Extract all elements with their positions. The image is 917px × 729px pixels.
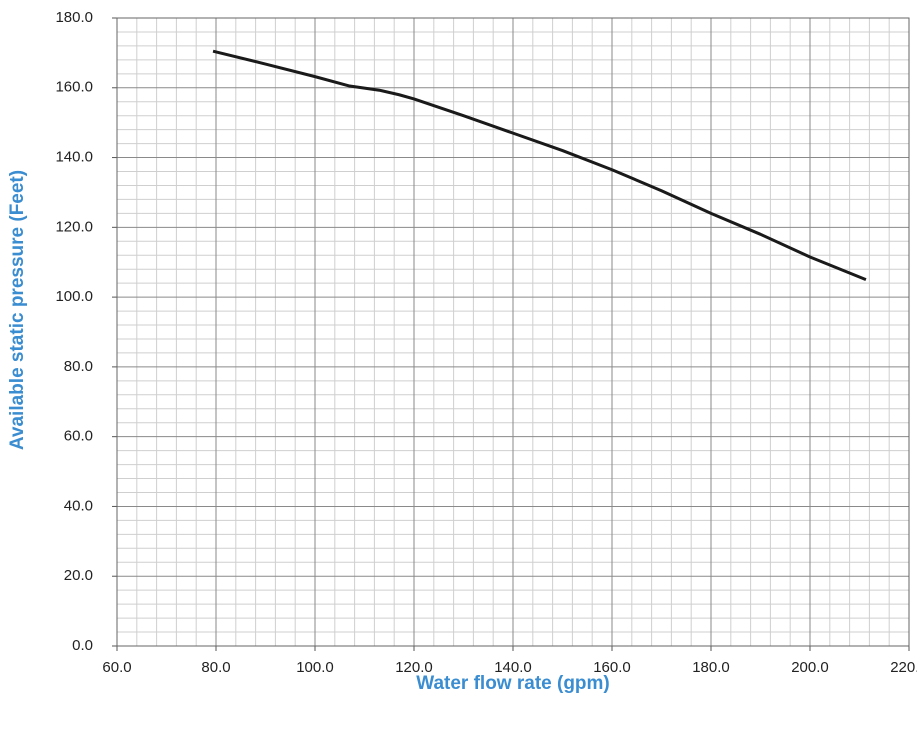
- x-axis-title: Water flow rate (gpm): [416, 673, 610, 694]
- x-tick-label: 160.0: [593, 659, 631, 676]
- y-tick-label: 20.0: [64, 567, 93, 584]
- y-tick-label: 0.0: [72, 637, 93, 654]
- x-tick-label: 60.0: [102, 659, 131, 676]
- x-tick-label: 140.0: [494, 659, 532, 676]
- y-tick-label: 120.0: [55, 218, 93, 235]
- y-tick-label: 60.0: [64, 428, 93, 445]
- x-tick-label: 80.0: [201, 659, 230, 676]
- y-tick-label: 40.0: [64, 497, 93, 514]
- x-tick-label: 120.0: [395, 659, 433, 676]
- y-tick-label: 80.0: [64, 358, 93, 375]
- x-tick-label: 100.0: [296, 659, 334, 676]
- y-tick-label: 140.0: [55, 149, 93, 166]
- x-tick-label: 180.0: [692, 659, 730, 676]
- y-axis-title: Available static pressure (Feet): [7, 170, 28, 450]
- x-tick-label: 200.0: [791, 659, 829, 676]
- plot-frame: [116, 17, 910, 647]
- x-tick-label: 220.0: [890, 659, 917, 676]
- y-tick-label: 180.0: [55, 9, 93, 26]
- data-line: [212, 49, 867, 282]
- y-tick-label: 100.0: [55, 288, 93, 305]
- y-tick-label: 160.0: [55, 79, 93, 96]
